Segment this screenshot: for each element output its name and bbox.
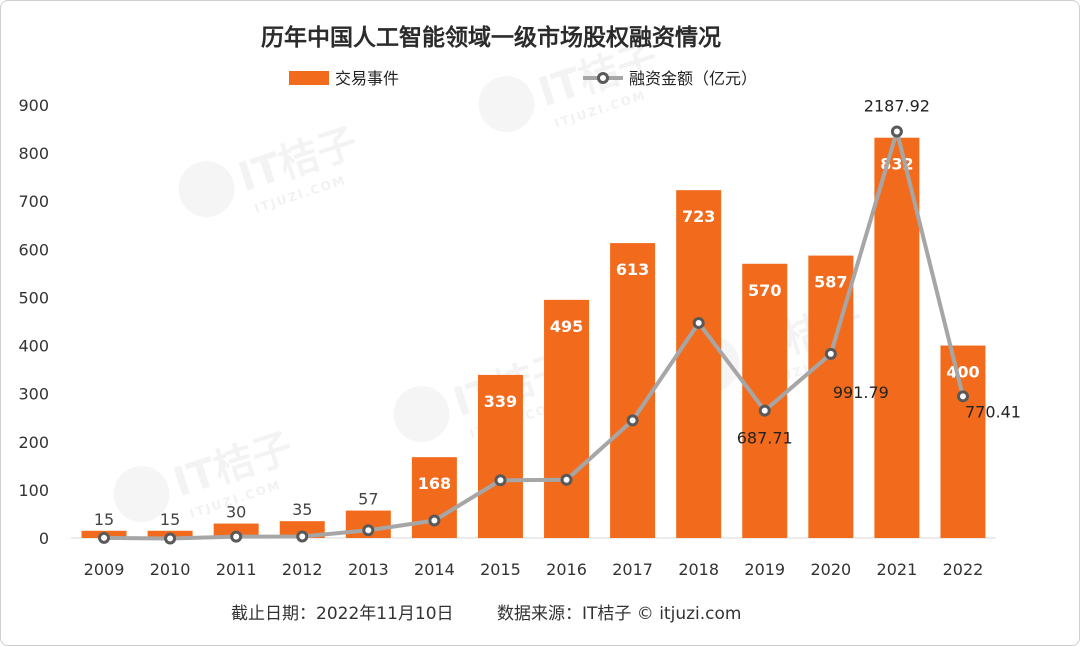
legend-label-bar: 交易事件 [335, 69, 399, 88]
bar [874, 137, 920, 538]
legend-marker-icon [597, 72, 609, 84]
y-tick-label: 800 [18, 144, 49, 163]
line-value-label: 991.79 [833, 383, 889, 402]
line-point [494, 474, 507, 487]
bar-value-label: 57 [358, 490, 378, 509]
line-point [296, 530, 309, 543]
bar-value-label: 339 [484, 392, 517, 411]
y-tick-label: 500 [18, 288, 49, 307]
legend: 交易事件 融资金额（亿元） [289, 69, 757, 88]
line-point [362, 524, 375, 537]
y-tick-label: 100 [18, 481, 49, 500]
line-point [956, 390, 969, 403]
y-axis: 0 100 200 300 400 500 600 700 800 900 [18, 96, 49, 548]
bar [676, 190, 722, 538]
bar [544, 299, 590, 538]
bar-value-label: 15 [160, 510, 180, 529]
watermark-logo-icon [178, 161, 235, 218]
line-point [560, 473, 573, 486]
x-tick-label: 2013 [348, 560, 389, 579]
x-tick-label: 2018 [678, 560, 719, 579]
x-axis: 2009 2010 2011 2012 2013 2014 2015 2016 2017 2018… [71, 537, 996, 579]
y-tick-label: 900 [18, 96, 49, 115]
line-path [104, 129, 965, 541]
chart-title: 历年中国人工智能领域一级市场股权融资情况 [261, 24, 721, 51]
line-point [824, 347, 837, 360]
line-value-label: 687.71 [737, 429, 793, 448]
line-value-label: 770.41 [965, 402, 1021, 421]
line-point [164, 532, 177, 545]
x-tick-label: 2012 [282, 560, 323, 579]
line-point [758, 404, 771, 417]
line-point [98, 531, 111, 544]
line-point [692, 316, 705, 329]
legend-label-line: 融资金额（亿元） [629, 69, 757, 88]
x-tick-label: 2020 [810, 560, 851, 579]
x-tick-label: 2019 [744, 560, 785, 579]
watermark-logo-icon [393, 386, 450, 443]
bar-value-label: 613 [616, 260, 649, 279]
y-tick-label: 0 [39, 529, 49, 548]
legend-swatch-bar [289, 71, 329, 85]
x-tick-label: 2014 [414, 560, 455, 579]
x-tick-label: 2015 [480, 560, 521, 579]
bar-value-label: 495 [550, 317, 583, 336]
y-tick-label: 600 [18, 240, 49, 259]
bar [477, 374, 523, 538]
y-tick-label: 400 [18, 337, 49, 356]
bar-value-label: 15 [94, 510, 114, 529]
line-point [230, 530, 243, 543]
bar-value-label: 168 [418, 474, 451, 493]
bar-value-label: 30 [226, 503, 246, 522]
bar [940, 345, 986, 538]
x-tick-label: 2017 [612, 560, 653, 579]
bar-value-label: 723 [682, 207, 715, 226]
footer-source: 数据来源：IT桔子 © itjuzi.com [497, 604, 741, 624]
y-tick-label: 700 [18, 192, 49, 211]
bar-value-label: 570 [748, 281, 781, 300]
x-tick-label: 2021 [877, 560, 918, 579]
bar [742, 263, 788, 538]
watermark-logo-icon [113, 466, 170, 523]
x-tick-label: 2011 [216, 560, 257, 579]
footer-date: 截止日期：2022年11月10日 [231, 604, 454, 624]
line-value-label: 2187.92 [864, 96, 930, 115]
x-tick-label: 2022 [943, 560, 984, 579]
x-tick-label: 2016 [546, 560, 587, 579]
bar-value-label: 35 [292, 500, 312, 519]
bar-value-label: 587 [814, 273, 847, 292]
bar [610, 243, 656, 538]
line-point [890, 125, 903, 138]
line-point [626, 414, 639, 427]
y-tick-label: 200 [18, 433, 49, 452]
x-tick-label: 2010 [150, 560, 191, 579]
bar-value-label: 400 [946, 363, 979, 382]
x-tick-label: 2009 [84, 560, 125, 579]
y-tick-label: 300 [18, 385, 49, 404]
watermark-logo-icon [478, 76, 535, 133]
line-point [428, 514, 441, 527]
line-series: 687.71 991.79 2187.92 770.41 [98, 96, 1021, 545]
